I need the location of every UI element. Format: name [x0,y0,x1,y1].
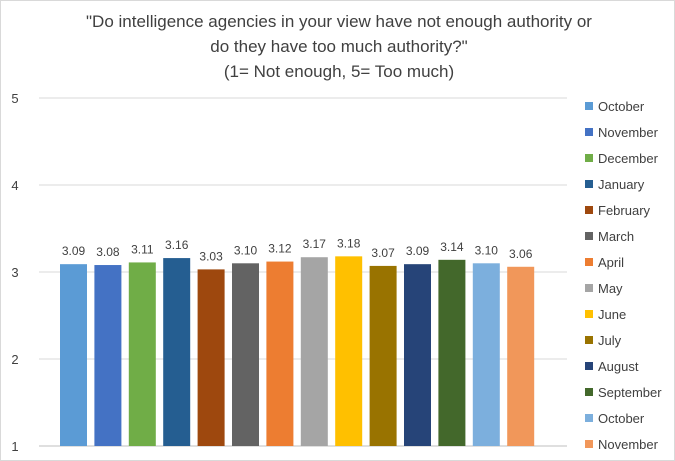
legend-label: November [598,125,659,140]
legend-swatch [585,336,593,344]
data-label: 3.06 [509,247,533,261]
legend-label: November [598,437,659,452]
legend-label: September [598,385,662,400]
y-tick-label: 5 [11,91,18,106]
data-label: 3.17 [303,237,327,251]
y-tick-label: 3 [11,265,18,280]
legend-label: October [598,411,645,426]
legend-label: June [598,307,626,322]
legend-swatch [585,102,593,110]
bar-november [507,266,535,446]
bar-january [163,258,191,446]
data-label: 3.12 [268,242,292,256]
bar-february [197,269,225,446]
legend-label: December [598,151,659,166]
legend-swatch [585,232,593,240]
legend-swatch [585,310,593,318]
data-label: 3.07 [371,246,395,260]
legend-swatch [585,128,593,136]
legend-swatch [585,362,593,370]
legend-label: April [598,255,624,270]
data-label: 3.08 [96,245,120,259]
y-tick-label: 4 [11,178,18,193]
legend-label: October [598,99,645,114]
chart-title-line-2: do they have too much authority?" [210,37,467,56]
data-label: 3.09 [406,244,430,258]
bar-october [60,264,87,446]
bar-december [128,262,156,446]
y-tick-label: 1 [11,439,18,454]
legend-label: August [598,359,639,374]
bar-august [404,264,431,446]
bar-june [335,256,363,446]
bar-july [369,265,397,446]
legend-swatch [585,284,593,292]
bar-may [300,257,328,446]
legend-swatch [585,154,593,162]
bar-september [438,259,466,446]
y-tick-label: 2 [11,352,18,367]
data-label: 3.11 [131,242,154,256]
data-label: 3.14 [440,240,464,254]
legend-label: March [598,229,634,244]
data-label: 3.10 [475,243,499,257]
legend-label: January [598,177,645,192]
chart-title-line-1: "Do intelligence agencies in your view h… [86,12,592,31]
legend-label: May [598,281,623,296]
data-label: 3.09 [62,244,86,258]
legend-swatch [585,258,593,266]
legend-swatch [585,388,593,396]
legend-swatch [585,414,593,422]
legend-label: July [598,333,622,348]
legend-swatch [585,180,593,188]
data-label: 3.10 [234,243,258,257]
data-label: 3.18 [337,236,361,250]
legend-label: February [598,203,651,218]
legend-swatch [585,440,593,448]
bar-march [232,263,259,446]
data-label: 3.03 [199,249,223,263]
legend-swatch [585,206,593,214]
chart-title-line-3: (1= Not enough, 5= Too much) [224,62,454,81]
bar-october [472,263,500,446]
bar-november [94,265,122,446]
bar-april [266,261,294,446]
data-label: 3.16 [165,238,189,252]
